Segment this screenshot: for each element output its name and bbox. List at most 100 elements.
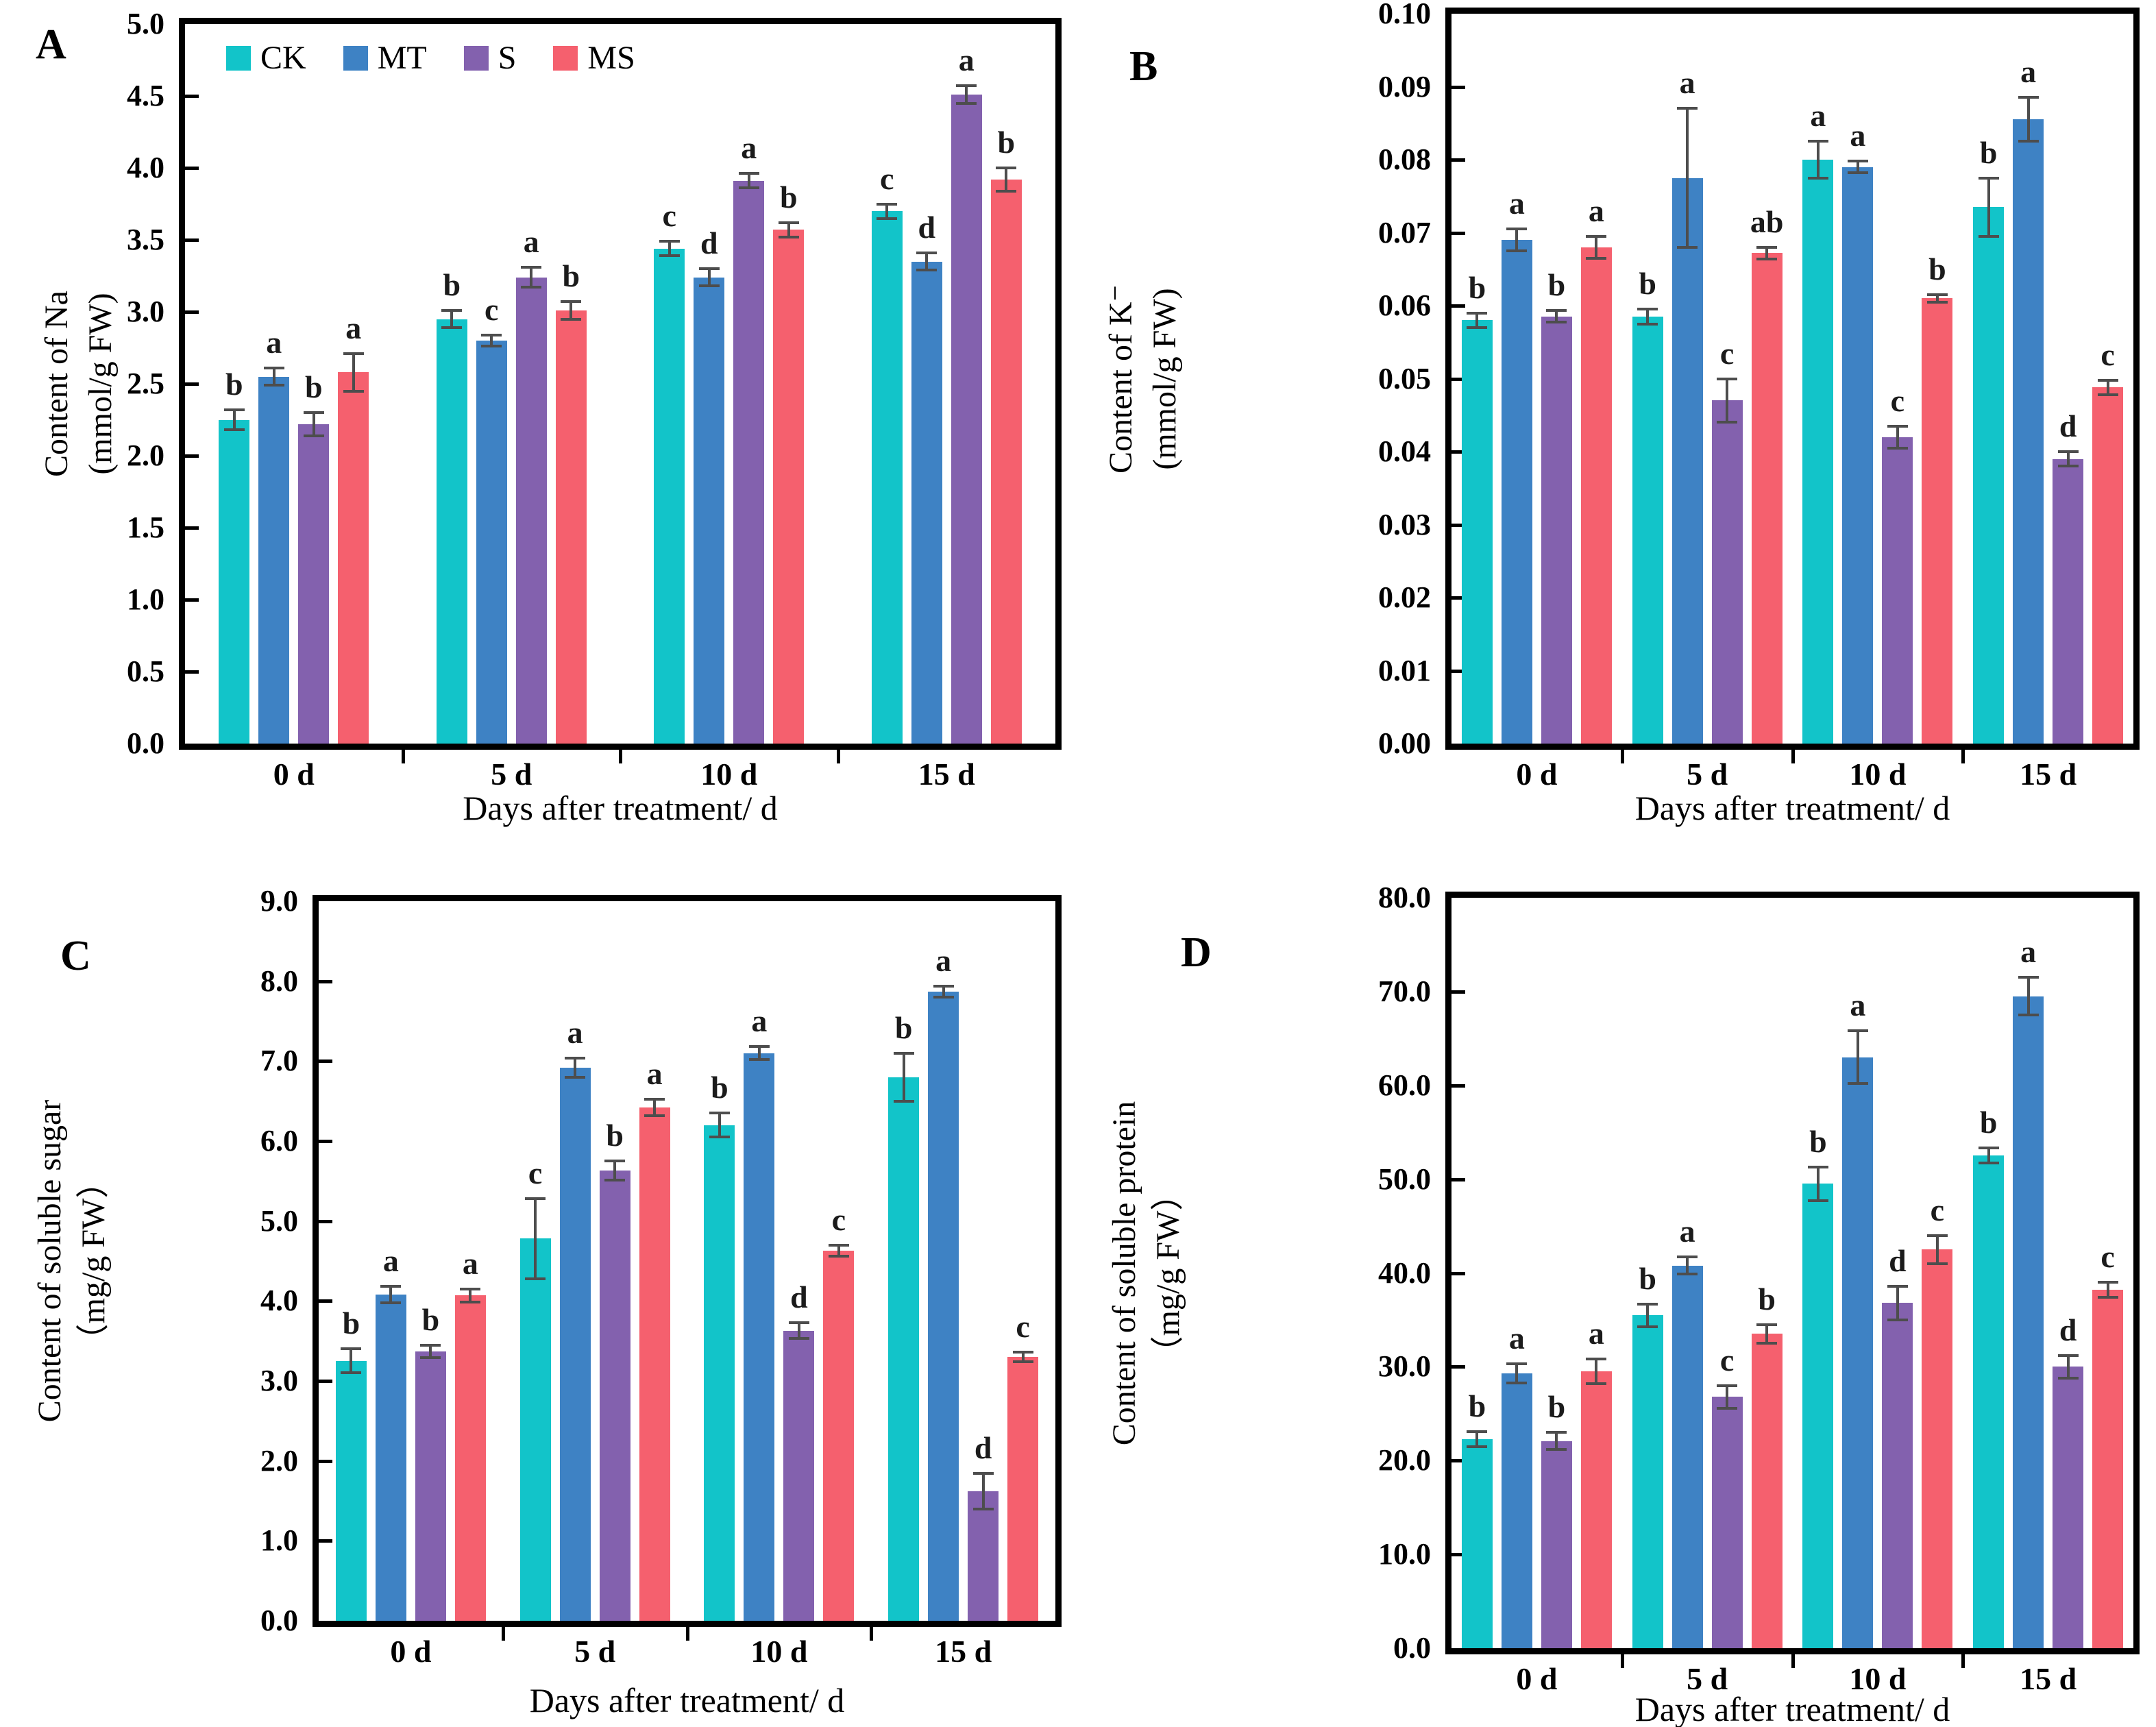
y-tick-label: 4.0 [127, 151, 164, 184]
error-bar-cap [1887, 1284, 1908, 1288]
bar-MT-15d [911, 261, 942, 744]
legend-item-MT: MT [343, 39, 427, 77]
y-tick-label: 10.0 [1378, 1537, 1431, 1571]
sig-letter: b [304, 369, 323, 404]
legend-swatch-MS [553, 45, 578, 71]
bar-MT-10d [1842, 1057, 1874, 1648]
error-bar-cap [1756, 1323, 1778, 1326]
x-tick-label: 0 d [390, 1634, 432, 1669]
error-bar-cap [1807, 1199, 1828, 1203]
error-bar [352, 353, 355, 391]
error-bar-cap [877, 217, 898, 220]
x-tick-mark [685, 1627, 689, 1641]
x-tick-label: 5 d [1687, 1661, 1728, 1696]
error-bar-cap [481, 345, 502, 348]
x-tick-mark [1620, 750, 1624, 763]
x-axis-title: Days after treatment/ d [1634, 789, 1950, 827]
y-tick-label: 5.0 [127, 7, 164, 40]
y-tick-mark [1451, 158, 1465, 162]
sig-letter: b [606, 1118, 624, 1153]
error-bar [1987, 1148, 1990, 1164]
error-bar [2066, 1355, 2070, 1378]
y-tick-label: 5.0 [260, 1203, 298, 1238]
y-tick-label: 4.5 [127, 79, 164, 112]
error-bar [1816, 1166, 1820, 1201]
bar-MS-5d [1751, 1334, 1783, 1648]
x-tick-label: 10 d [700, 757, 758, 792]
error-bar-cap [748, 1058, 770, 1061]
y-tick-label: 1.0 [260, 1523, 298, 1558]
error-bar-cap [738, 172, 759, 175]
sig-letter: d [1889, 1242, 1907, 1278]
error-bar-cap [1546, 309, 1567, 313]
error-bar-cap [481, 333, 502, 336]
error-bar-cap [1978, 1162, 1999, 1165]
sig-letter: a [1810, 98, 1826, 134]
bar-CK-0d [1461, 1438, 1493, 1648]
sig-letter: b [1468, 1388, 1486, 1423]
error-bar-cap [1586, 234, 1607, 238]
error-bar [490, 334, 493, 347]
y-tick-label: 2.5 [127, 367, 164, 400]
error-bar-cap [1847, 1082, 1868, 1085]
error-bar [2026, 977, 2030, 1016]
error-bar-cap [2018, 96, 2039, 99]
bar-MS-0d [338, 372, 369, 744]
sig-letter: a [1588, 1316, 1604, 1351]
y-axis-title: Content of soluble sugar （mg/g FW） [28, 1021, 116, 1501]
x-tick-label: 0 d [1516, 757, 1558, 792]
error-bar-cap [1807, 140, 1828, 143]
error-bar-cap [341, 1347, 362, 1351]
bar-CK-10d [704, 1125, 735, 1621]
y-tick-label: 0.0 [1393, 1631, 1431, 1665]
error-bar-cap [828, 1243, 849, 1247]
sig-letter: b [562, 258, 580, 294]
sig-letter: b [779, 179, 798, 215]
sig-letter: b [1809, 1123, 1827, 1159]
y-tick-mark [185, 670, 199, 674]
error-bar [1816, 141, 1820, 178]
y-tick-mark [1451, 1365, 1465, 1369]
panel-letter-C: C [60, 933, 91, 979]
error-bar [942, 985, 945, 997]
error-bar-cap [565, 1075, 586, 1079]
error-bar [232, 409, 236, 430]
sig-letter: b [443, 267, 461, 302]
error-bar-cap [933, 984, 954, 988]
sig-letter: c [2100, 336, 2115, 372]
error-bar-cap [1756, 245, 1778, 249]
error-bar-cap [778, 221, 799, 224]
y-tick-label: 80.0 [1378, 881, 1431, 914]
sig-letter: a [382, 1243, 399, 1279]
bar-MS-5d [1751, 253, 1783, 744]
y-tick-mark [319, 1539, 332, 1543]
bar-CK-5d [1632, 1315, 1663, 1648]
error-bar-cap [956, 84, 977, 88]
y-tick-mark [319, 1459, 332, 1463]
error-bar-cap [1887, 424, 1908, 428]
sig-letter: a [646, 1056, 663, 1092]
error-bar [450, 310, 454, 328]
y-tick-label: 9.0 [260, 884, 298, 918]
sig-letter: d [918, 209, 936, 245]
sig-letter: a [266, 324, 282, 360]
error-bar-cap [1847, 1029, 1868, 1033]
bar-MT-10d [694, 277, 725, 744]
error-bar-cap [303, 411, 324, 414]
bar-S-15d [2053, 1367, 2084, 1648]
error-bar [1005, 168, 1008, 191]
error-bar-cap [441, 326, 463, 330]
bar-MS-0d [454, 1295, 486, 1621]
error-bar [1987, 177, 1990, 236]
panel-letter-D: D [1181, 929, 1212, 976]
bar-MT-5d [559, 1067, 591, 1621]
error-bar-cap [1012, 1351, 1033, 1354]
sig-letter: a [1850, 988, 1866, 1023]
error-bar [787, 222, 790, 237]
y-tick-mark [1451, 304, 1465, 308]
bar-S-10d [1882, 1303, 1913, 1648]
legend: CK MT S MS [226, 39, 635, 77]
error-bar-cap [604, 1160, 626, 1163]
x-axis-title: Days after treatment/ d [1634, 1690, 1950, 1727]
